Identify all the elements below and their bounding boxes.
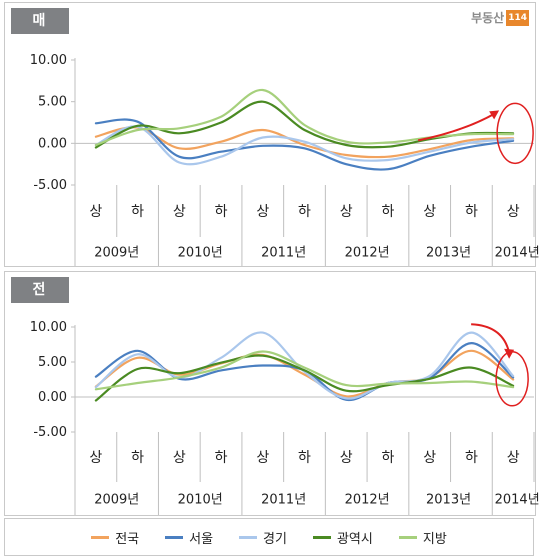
- y-tick-label: 0.00: [38, 136, 67, 151]
- series-line-지방: [94, 350, 515, 391]
- y-tick-label: 0.00: [38, 390, 67, 405]
- y-tick-label: -5.00: [33, 425, 67, 440]
- legend-item-지방: 지방: [398, 528, 447, 547]
- sale-chart-svg: 10.00 5.00 0.00 -5.00 상 하 상 하 상 하 상 하 상 하 상 2009년 2010년 2…: [30, 53, 540, 266]
- legend-swatch-지방: [398, 535, 417, 539]
- annotation-arrowhead: [504, 348, 515, 359]
- x-tick-label-half: 상: [507, 204, 520, 220]
- chart-title-sale: 매 매: [11, 8, 69, 55]
- x-tick-label-year: 2011년: [261, 493, 306, 508]
- x-tick-label-half: 하: [298, 204, 311, 220]
- legend-item-서울: 서울: [165, 528, 213, 547]
- highlight-ellipse: [496, 102, 534, 165]
- logo: 부동산 114: [471, 9, 529, 26]
- x-tick-label-half: 하: [131, 204, 144, 220]
- x-tick-label-half: 하: [465, 204, 478, 220]
- x-tick-label-half: 하: [382, 204, 395, 220]
- x-tick-label-half: 상: [173, 204, 186, 220]
- series-line-경기: [94, 331, 515, 400]
- x-tick-label-half: 하: [382, 450, 395, 466]
- y-tick-label: -5.00: [33, 178, 67, 193]
- x-tick-label-half: 하: [465, 450, 478, 466]
- x-tick-label-year: 2014년: [495, 246, 540, 261]
- chart-title-jeonse: 전 세: [11, 277, 69, 324]
- logo-badge: 114: [506, 9, 529, 26]
- x-tick-label-half: 상: [89, 450, 102, 466]
- x-tick-label-year: 2013년: [426, 246, 471, 261]
- annotation-arrow: [417, 112, 496, 142]
- x-tick-label-half: 하: [298, 450, 311, 466]
- x-tick-label-year: 2009년: [94, 493, 139, 508]
- annotation-arrowhead: [489, 110, 500, 120]
- x-tick-label-year: 2013년: [426, 493, 471, 508]
- series-line-서울: [94, 118, 515, 171]
- x-tick-label-half: 상: [340, 450, 353, 466]
- series-line-전국: [94, 126, 515, 159]
- jeonse-chart-svg: 10.00 5.00 0.00 -5.00 상 하 상 하 상 하 상 하 상 하 상 2009년 2010년 2…: [30, 320, 540, 515]
- x-tick-label-half: 하: [131, 450, 144, 466]
- legend-swatch-전국: [91, 535, 110, 539]
- x-tick-label-year: 2010년: [178, 493, 223, 508]
- legend-swatch-서울: [165, 535, 184, 539]
- x-tick-label-half: 상: [507, 450, 520, 466]
- x-tick-label-half: 상: [423, 450, 436, 466]
- sale-chart-panel: 매 매 부동산 114 10.00 5.00 0.00 -5.00 상 하 상 하 상 하 상 하 상 하…: [4, 2, 540, 267]
- annotation-arrow: [471, 323, 511, 354]
- legend-item-경기: 경기: [239, 528, 287, 547]
- x-tick-label-half: 하: [215, 450, 228, 466]
- x-tick-label-year: 2012년: [345, 493, 390, 508]
- legend-item-광역시: 광역시: [312, 528, 373, 547]
- legend-item-전국: 전국: [91, 528, 139, 547]
- x-tick-label-half: 상: [256, 450, 269, 466]
- legend-swatch-경기: [239, 535, 258, 539]
- x-tick-label-half: 상: [340, 204, 353, 220]
- y-tick-label: 5.00: [38, 355, 67, 370]
- x-tick-label-half: 상: [173, 450, 186, 466]
- series-line-광역시: [94, 354, 515, 402]
- y-tick-label: 5.00: [38, 95, 67, 110]
- x-tick-label-half: 상: [256, 204, 269, 220]
- series-line-지방: [94, 88, 515, 147]
- x-tick-label-year: 2012년: [345, 246, 390, 261]
- y-tick-label: 10.00: [30, 320, 67, 335]
- legend: 전국 서울 경기 광역시 지방: [4, 518, 534, 556]
- x-tick-label-year: 2009년: [94, 246, 139, 261]
- x-tick-label-year: 2014년: [495, 493, 540, 508]
- jeonse-chart-panel: 전 세 10.00 5.00 0.00 -5.00 상 하 상 하 상 하 상 하 상 하 상 2009년 20…: [4, 271, 540, 516]
- legend-swatch-광역시: [312, 535, 331, 539]
- x-tick-label-year: 2010년: [178, 246, 223, 261]
- x-tick-label-year: 2011년: [261, 246, 306, 261]
- logo-text: 부동산: [471, 11, 505, 25]
- x-tick-label-half: 상: [423, 204, 436, 220]
- x-tick-label-half: 하: [215, 204, 228, 220]
- x-tick-label-half: 상: [89, 204, 102, 220]
- series-line-경기: [94, 125, 515, 166]
- y-tick-label: 10.00: [30, 53, 67, 68]
